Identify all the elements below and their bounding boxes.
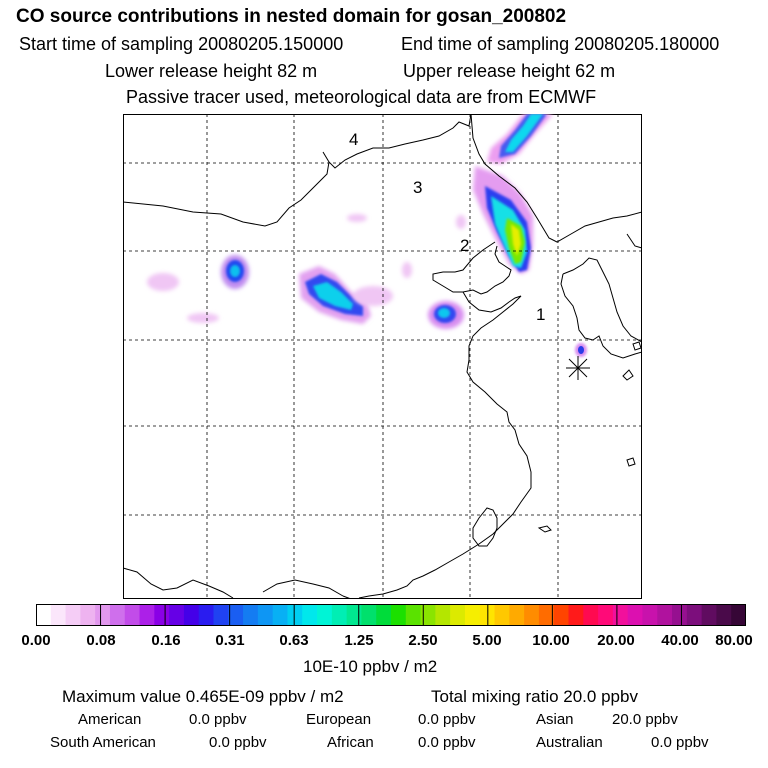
colorbar-cell (139, 604, 155, 626)
concentration-blob-central (299, 266, 371, 324)
colorbar-cell (731, 604, 746, 626)
colorbar-cell (169, 604, 185, 626)
colorbar-cell (405, 604, 422, 626)
colorbar-cell (302, 604, 318, 626)
coastlines-and-borders (123, 114, 642, 599)
colorbar-cell (257, 604, 274, 626)
colorbar-cell (36, 604, 52, 626)
colorbar-tick: 20.00 (597, 632, 635, 649)
colorbar-cell (65, 604, 81, 626)
colorbar-cell (524, 604, 540, 626)
south-american-value: 0.0 ppbv (209, 734, 267, 751)
colorbar-tick: 1.25 (344, 632, 374, 649)
region-label-1: 1 (536, 305, 545, 324)
colorbar-cell (346, 604, 363, 626)
australian-value: 0.0 ppbv (651, 734, 709, 751)
colorbar (36, 604, 746, 626)
plot-title: CO source contributions in nested domain… (16, 6, 567, 27)
colorbar-tick: 2.50 (408, 632, 438, 649)
concentration-blob-west (221, 255, 249, 289)
concentration-blob-receptor (575, 343, 587, 357)
colorbar-unit: 10E-10 ppbv / m2 (303, 657, 438, 676)
colorbar-cell (627, 604, 644, 626)
colorbar-cell (435, 604, 451, 626)
colorbar-cell (598, 604, 614, 626)
colorbar-cell (361, 604, 377, 626)
start-time-label: Start time of sampling 20080205.150000 (19, 34, 344, 54)
colorbar-cell (464, 604, 481, 626)
colorbar-cell (109, 604, 126, 626)
colorbar-tick: 80.00 (715, 632, 753, 649)
colorbar-cell (376, 604, 392, 626)
region-label-2: 2 (460, 236, 469, 255)
american-label: American (78, 711, 142, 728)
tracer-note: Passive tracer used, meteorological data… (126, 87, 597, 107)
australian-label: Australian (536, 734, 603, 751)
region-label-4: 4 (349, 130, 358, 149)
colorbar-cell (198, 604, 215, 626)
colorbar-cell (612, 604, 629, 626)
african-value: 0.0 ppbv (418, 734, 476, 751)
colorbar-cell (701, 604, 718, 626)
colorbar-cell (228, 604, 244, 626)
colorbar-cell (124, 604, 141, 626)
asian-value: 20.0 ppbv (612, 711, 678, 728)
colorbar-tick: 40.00 (661, 632, 699, 649)
colorbar-tick: 0.16 (151, 632, 181, 649)
european-value: 0.0 ppbv (418, 711, 476, 728)
american-value: 0.0 ppbv (189, 711, 247, 728)
concentration-blob-east (428, 301, 464, 329)
colorbar-cell (568, 604, 584, 626)
colorbar-cell (317, 604, 333, 626)
colorbar-cell (553, 604, 570, 626)
colorbar-cell (420, 604, 436, 626)
colorbar-cell (213, 604, 229, 626)
colorbar-tick: 0.63 (279, 632, 309, 649)
colorbar-cell (287, 604, 303, 626)
map-panel: 1 2 3 4 (123, 114, 642, 599)
asian-label: Asian (536, 711, 574, 728)
end-time-label: End time of sampling 20080205.180000 (401, 34, 720, 54)
colorbar-cell (272, 604, 289, 626)
colorbar-tick: 5.00 (472, 632, 502, 649)
colorbar-cell (686, 604, 703, 626)
lat-lon-grid (123, 114, 642, 599)
colorbar-cell (509, 604, 525, 626)
lower-release-height: Lower release height 82 m (105, 61, 318, 81)
colorbar-cell (494, 604, 510, 626)
colorbar-cell (331, 604, 348, 626)
colorbar-cell (183, 604, 200, 626)
colorbar-tick: 0.00 (21, 632, 51, 649)
map-frame (123, 114, 642, 599)
concentration-plume-north (473, 114, 553, 274)
african-label: African (327, 734, 374, 751)
colorbar-tick: 10.00 (532, 632, 570, 649)
colorbar-cell (450, 604, 466, 626)
region-label-3: 3 (413, 178, 422, 197)
colorbar-tick: 0.31 (215, 632, 245, 649)
colorbar-cell (538, 604, 555, 626)
upper-release-height: Upper release height 62 m (403, 61, 616, 81)
colorbar-cell (243, 604, 259, 626)
european-label: European (306, 711, 372, 728)
colorbar-cell (50, 604, 67, 626)
receptor-asterisk-icon (566, 356, 590, 380)
colorbar-cell (583, 604, 599, 626)
colorbar-cell (716, 604, 732, 626)
colorbar-cell (672, 604, 688, 626)
colorbar-tick: 0.08 (86, 632, 116, 649)
colorbar-cell (642, 604, 658, 626)
total-mixing-ratio: Total mixing ratio 20.0 ppbv (431, 687, 638, 706)
maximum-value: Maximum value 0.465E-09 ppbv / m2 (62, 687, 344, 706)
colorbar-cell (391, 604, 407, 626)
colorbar-cell (154, 604, 170, 626)
south-american-label: South American (50, 734, 156, 751)
colorbar-cell (80, 604, 96, 626)
colorbar-cell (657, 604, 673, 626)
colorbar-cell (95, 604, 111, 626)
